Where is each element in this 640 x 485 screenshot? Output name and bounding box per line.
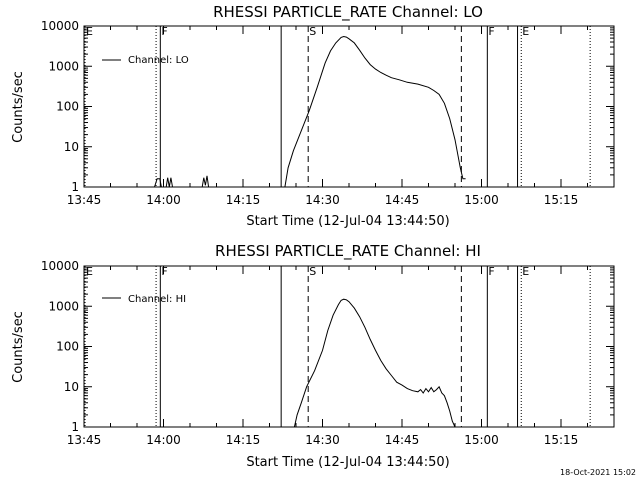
x-tick-label: 14:00 <box>146 193 181 207</box>
y-tick-label: 10 <box>64 140 79 154</box>
panel-lo-frame <box>83 25 615 188</box>
y-tick-label: 10000 <box>41 19 79 33</box>
y-tick-label: 100 <box>56 100 79 114</box>
event-marker-label: E <box>522 25 529 38</box>
legend-label-hi: Channel: HI <box>128 294 186 305</box>
x-tick-label: 15:15 <box>544 433 579 447</box>
x-tick-label: 14:45 <box>385 433 420 447</box>
event-marker-label: E <box>522 265 529 278</box>
x-tick-label: 13:45 <box>67 193 102 207</box>
event-marker-label: E <box>86 265 93 278</box>
y-tick-label: 100 <box>56 340 79 354</box>
y-tick-label: 1 <box>71 420 79 434</box>
x-tick-label: 14:45 <box>385 193 420 207</box>
panel-lo-y-axis-label: Counts/sec <box>11 71 26 143</box>
panel-lo-y-ticks: 1 10 100 1000 10000 <box>41 19 614 194</box>
legend-label-lo: Channel: LO <box>128 55 189 66</box>
x-tick-label: 15:15 <box>544 193 579 207</box>
panel-hi-y-axis-label: Counts/sec <box>11 311 26 383</box>
event-marker-label: F <box>161 265 167 278</box>
y-tick-label: 10000 <box>41 259 79 273</box>
series-line-channel-lo <box>84 35 466 188</box>
y-tick-label: 1000 <box>48 59 79 73</box>
x-tick-label: 14:30 <box>305 193 340 207</box>
panel-hi: RHESSI PARTICLE_RATE Channel: HI E F S F E 1… <box>11 242 615 470</box>
panel-hi-x-ticks: 13:45 14:00 14:15 14:30 14:45 15:00 15:15 <box>67 266 615 447</box>
x-tick-label: 14:30 <box>305 433 340 447</box>
panel-lo: RHESSI PARTICLE_RATE Channel: LO E F S F E 1… <box>11 3 615 229</box>
x-tick-label: 15:00 <box>464 433 499 447</box>
event-marker-label: F <box>488 265 494 278</box>
panel-hi-x-axis-label: Start Time (12-Jul-04 13:44:50) <box>246 455 449 470</box>
x-tick-label: 15:00 <box>464 193 499 207</box>
y-tick-label: 1000 <box>48 299 79 313</box>
x-tick-label: 14:15 <box>226 433 261 447</box>
generation-timestamp: 18-Oct-2021 15:02 <box>560 468 636 477</box>
event-marker-label: S <box>309 25 316 38</box>
event-marker-label: F <box>488 25 494 38</box>
y-tick-label: 1 <box>71 180 79 194</box>
panel-lo-x-axis-label: Start Time (12-Jul-04 13:44:50) <box>246 214 449 229</box>
panel-hi-title: RHESSI PARTICLE_RATE Channel: HI <box>215 242 481 261</box>
panel-lo-x-ticks: 13:45 14:00 14:15 14:30 14:45 15:00 15:15 <box>67 26 615 207</box>
panel-hi-frame <box>83 265 615 428</box>
panel-hi-y-ticks: 1 10 100 1000 10000 <box>41 259 614 434</box>
x-tick-label: 14:15 <box>226 193 261 207</box>
x-tick-label: 14:00 <box>146 433 181 447</box>
event-marker-label: S <box>309 265 316 278</box>
event-marker-label: F <box>161 25 167 38</box>
series-line-channel-hi <box>293 298 456 428</box>
x-tick-label: 13:45 <box>67 433 102 447</box>
panel-lo-title: RHESSI PARTICLE_RATE Channel: LO <box>213 3 483 22</box>
y-tick-label: 10 <box>64 380 79 394</box>
event-marker-label: E <box>86 25 93 38</box>
